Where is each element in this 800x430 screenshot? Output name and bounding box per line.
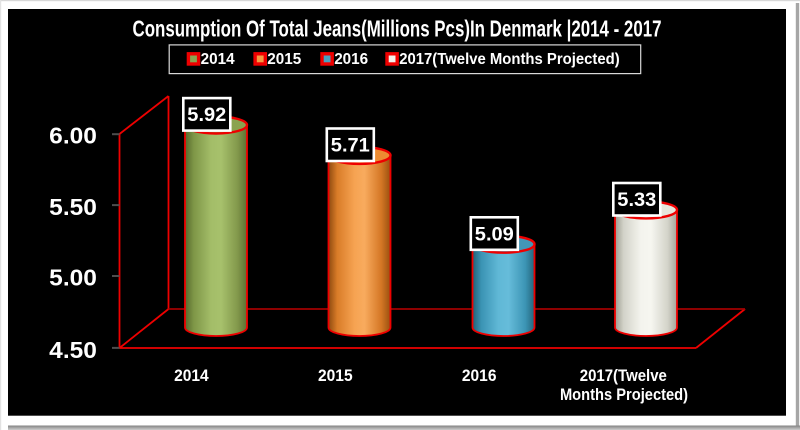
svg-text:2017(Twelve Months Projected): 2017(Twelve Months Projected): [399, 51, 620, 68]
svg-text:4.50: 4.50: [49, 337, 97, 363]
svg-text:2014: 2014: [201, 51, 235, 68]
svg-text:Consumption Of Total Jeans(Mil: Consumption Of Total Jeans(Millions Pcs)…: [133, 16, 662, 42]
svg-text:6.00: 6.00: [49, 122, 97, 148]
svg-text:Months Projected): Months Projected): [560, 385, 688, 404]
svg-text:2017(Twelve: 2017(Twelve: [580, 366, 667, 385]
svg-text:5.09: 5.09: [475, 224, 514, 245]
svg-text:5.50: 5.50: [49, 194, 97, 220]
svg-text:2015: 2015: [318, 366, 353, 385]
svg-text:5.33: 5.33: [617, 190, 656, 211]
svg-text:5.71: 5.71: [331, 136, 370, 157]
svg-text:2016: 2016: [462, 366, 497, 385]
svg-text:2015: 2015: [267, 51, 301, 68]
svg-text:5.00: 5.00: [49, 264, 97, 290]
svg-text:5.92: 5.92: [187, 105, 226, 126]
svg-text:2014: 2014: [174, 366, 209, 385]
svg-text:2016: 2016: [334, 51, 368, 68]
